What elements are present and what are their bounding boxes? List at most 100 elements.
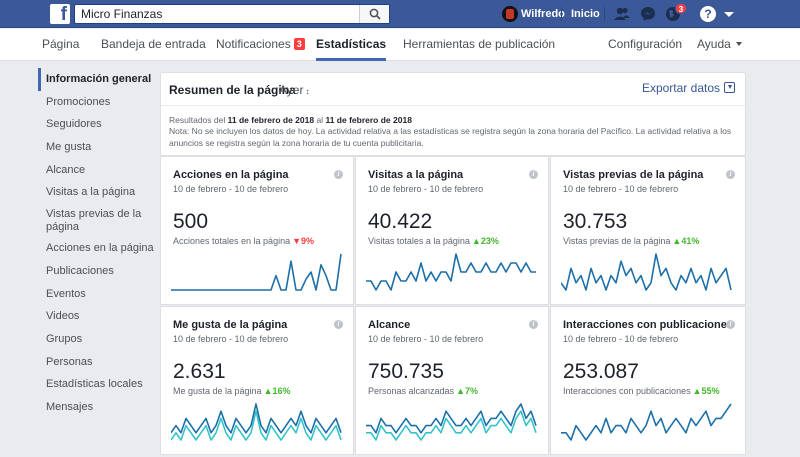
delta-badge: ▲7% [456,386,478,396]
card-subtitle: Acciones totales en la página ▼9% [173,236,314,246]
card-interacciones-con-publicaciones[interactable]: Interacciones con publicaciones 10 de fe… [550,306,746,455]
sparkline-series-1 [561,403,732,441]
tab-herramientas-de-publicacion[interactable]: Herramientas de publicación [403,29,555,61]
notifications-count-badge: 3 [675,3,687,14]
info-icon[interactable]: i [334,320,343,329]
sparkline-chart [366,403,537,441]
sparkline-series-2 [366,410,537,441]
sparkline-chart [366,253,536,291]
sidebar-item-publicaciones[interactable]: Publicaciones [46,264,114,277]
card-value: 500 [173,210,209,233]
info-icon[interactable]: i [726,320,735,329]
card-acciones-en-la-pagina[interactable]: Acciones en la página 10 de febrero - 10… [160,156,354,305]
page-tabs: Página Bandeja de entrada Notificaciones… [0,29,800,61]
info-icon[interactable]: i [334,170,343,179]
sidebar-item-videos[interactable]: Videos [46,310,80,323]
info-icon[interactable]: i [726,170,735,179]
card-subtitle: Personas alcanzadas ▲7% [368,386,478,396]
messenger-icon[interactable] [639,5,657,23]
page-summary-panel: Resumen de la página Ayer ↕ Exportar dato… [160,72,746,156]
delta-value: 16% [272,386,291,396]
chevron-down-icon [735,42,742,46]
up-triangle-icon: ▲ [692,386,702,396]
sparkline-series-2 [171,410,342,441]
card-date-range: 10 de febrero - 10 de febrero [173,334,289,344]
card-value: 253.087 [563,360,639,383]
avatar[interactable] [502,6,518,22]
card-me-gusta-de-la-pagina[interactable]: Me gusta de la página 10 de febrero - 10… [160,306,354,455]
tab-label: Configuración [608,37,683,51]
info-icon[interactable]: i [529,320,538,329]
tab-pagina[interactable]: Página [42,29,79,61]
info-icon[interactable]: i [529,170,538,179]
sparkline-chart [561,403,732,441]
summary-title: Resumen de la página [169,83,296,97]
delta-value: 7% [464,386,478,396]
search-icon [369,8,381,20]
delta-badge: ▼9% [292,236,314,246]
sparkline-series-1 [366,403,537,434]
up-triangle-icon: ▲ [263,386,273,396]
tab-ayuda[interactable]: Ayuda [697,29,742,61]
sidebar-item-acciones-en-la-pagina[interactable]: Acciones en la página [46,242,154,255]
sidebar-item-estadisticas-locales[interactable]: Estadísticas locales [46,378,143,391]
insights-main: Resumen de la página Ayer ↕ Exportar dato… [160,72,746,457]
card-title: Acciones en la página [173,169,289,181]
delta-value: 23% [480,236,499,246]
card-subtitle-text: Interacciones con publicaciones [563,386,691,396]
search-button[interactable] [359,5,389,23]
card-visitas-a-la-pagina[interactable]: Visitas a la página 10 de febrero - 10 d… [355,156,549,305]
home-link[interactable]: Inicio [571,8,600,20]
sidebar-item-personas[interactable]: Personas [46,355,93,368]
up-triangle-icon: ▲ [471,236,481,246]
card-date-range: 10 de febrero - 10 de febrero [368,334,484,344]
sparkline-series-1 [366,253,536,291]
delta-badge: ▲23% [472,236,499,246]
card-value: 40.422 [368,210,433,233]
card-alcance[interactable]: Alcance 10 de febrero - 10 de febrero i … [355,306,549,455]
sidebar-item-grupos[interactable]: Grupos [46,332,83,345]
sparkline-chart [171,253,342,291]
help-icon[interactable]: ? [700,6,716,22]
delta-value: 9% [301,236,315,246]
card-subtitle-text: Vistas previas de la página [563,236,671,246]
sidebar-item-seguidores[interactable]: Seguidores [46,118,102,131]
tab-bandeja-de-entrada[interactable]: Bandeja de entrada [101,29,206,61]
card-vistas-previas-de-la-pagina[interactable]: Vistas previas de la página 10 de febrer… [550,156,746,305]
profile-link[interactable]: Wilfredo [521,8,565,20]
friend-requests-icon[interactable] [613,5,631,23]
delta-badge: ▲41% [672,236,699,246]
sidebar-item-alcance[interactable]: Alcance [46,163,86,176]
period-dropdown[interactable]: Ayer ↕ [279,83,309,97]
search-box [74,4,390,24]
sidebar-item-promociones[interactable]: Promociones [46,95,111,108]
sparkline-series-1 [561,253,732,291]
top-navigation-bar: f Wilfredo Inicio 3 ? [0,0,800,28]
caret-down-icon[interactable] [724,12,734,17]
results-date-from: 11 de febrero de 2018 [227,115,315,125]
sidebar-item-vistas-previas[interactable]: Vistas previas de la página [46,208,142,234]
sidebar-item-visitas-a-la-pagina[interactable]: Visitas a la página [46,186,136,199]
card-date-range: 10 de febrero - 10 de febrero [563,334,679,344]
card-title: Me gusta de la página [173,319,288,331]
card-title: Alcance [368,319,411,331]
insights-sidebar: Información general Promociones Seguidor… [38,68,154,419]
search-input[interactable] [75,5,355,23]
tab-estadisticas[interactable]: Estadísticas [316,29,387,61]
tab-notificaciones[interactable]: Notificaciones 3 [216,29,305,61]
tab-label: Ayuda [697,37,731,51]
facebook-logo-icon[interactable]: f [50,4,70,25]
delta-value: 41% [681,236,700,246]
export-data-button[interactable]: Exportar datos [642,81,735,95]
tab-configuracion[interactable]: Configuración [608,29,682,61]
card-subtitle: Visitas totales a la página ▲23% [368,236,499,246]
sidebar-item-informacion-general[interactable]: Información general [38,68,151,91]
sidebar-item-eventos[interactable]: Eventos [46,287,86,300]
results-prefix: Resultados del [169,115,226,125]
card-date-range: 10 de febrero - 10 de febrero [173,184,289,194]
sidebar-item-me-gusta[interactable]: Me gusta [46,141,92,154]
divider [604,7,605,21]
card-date-range: 10 de febrero - 10 de febrero [368,184,484,194]
down-triangle-icon: ▼ [292,236,302,246]
sidebar-item-mensajes[interactable]: Mensajes [46,400,94,413]
